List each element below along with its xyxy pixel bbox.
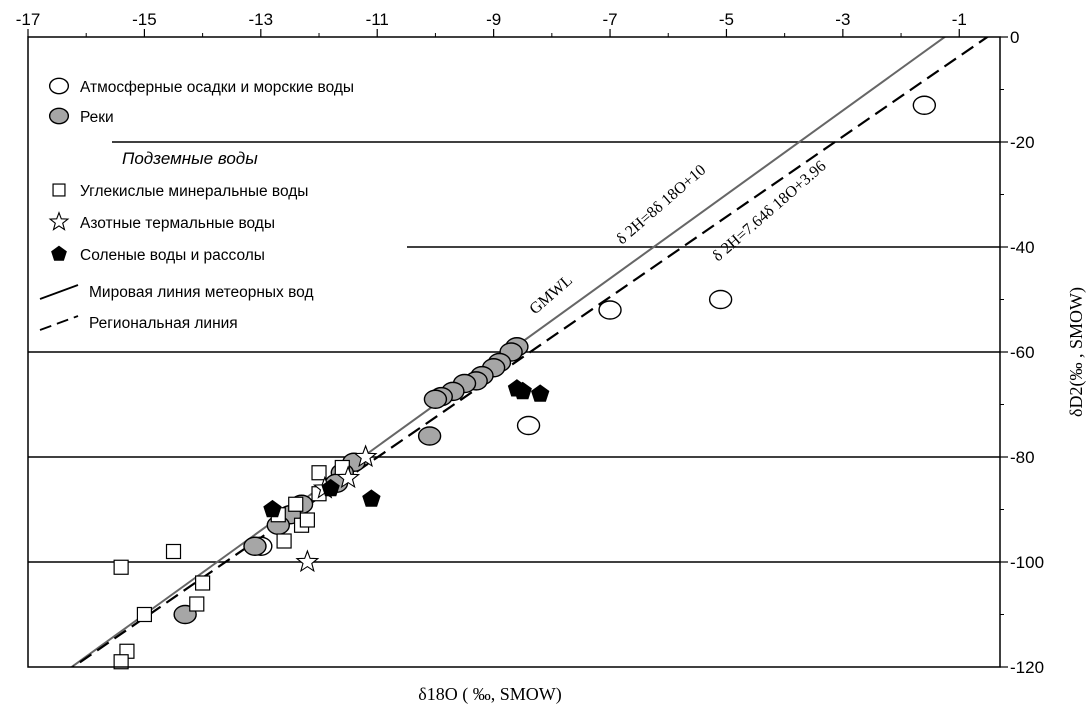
legend-label: Азотные термальные воды (80, 215, 275, 232)
x-tick-label: -17 (16, 10, 41, 29)
point-square (276, 533, 292, 549)
point-star (336, 465, 361, 489)
x-axis-title: δ18O ( ‰, SMOW) (418, 684, 561, 705)
legend-label: Мировая линия метеорных вод (89, 284, 314, 301)
x-tick-label: -7 (602, 10, 617, 29)
point-pentagon (321, 478, 340, 497)
point-square (113, 654, 129, 670)
x-tick-label: -15 (132, 10, 157, 29)
point-circle (516, 415, 541, 436)
point-circle (708, 289, 733, 310)
legend-label: Атмосферные осадки и морские воды (80, 79, 354, 96)
legend-label: Соленые воды и рассолы (80, 247, 265, 264)
x-tick-label: -3 (835, 10, 850, 29)
y-tick-label: -120 (1010, 658, 1044, 677)
point-square (165, 543, 182, 560)
line-annotations: GMWL δ 2H=8δ 18O+10 δ 2H=7.64δ 18O+3.96 (526, 158, 829, 318)
axes-layer: -17 -15 -13 -11 -9 -7 -5 -3 -1 0 -20 -40 -60 -80 -100 -… (16, 10, 1087, 705)
point-square (136, 606, 153, 623)
point-pentagon (263, 499, 282, 518)
x-tick-label: -11 (366, 10, 389, 29)
legend-line-swatch (39, 315, 79, 331)
legend-marker-circle (48, 107, 70, 125)
legend-line-swatch (39, 284, 79, 300)
point-star (295, 549, 320, 573)
point-circle (912, 95, 937, 115)
x-tick-label: -1 (952, 10, 967, 29)
legend-label: Реки (80, 109, 114, 126)
point-circle (598, 300, 622, 320)
point-pentagon (513, 381, 532, 400)
y-tick-label: -60 (1010, 343, 1035, 362)
point-square (195, 575, 211, 591)
x-tick-label: -9 (486, 10, 501, 29)
legend-label: Углекислые минеральные воды (80, 183, 308, 200)
point-square (311, 465, 327, 481)
legend-label: Региональная линия (89, 315, 238, 332)
x-tick-label: -5 (719, 10, 734, 29)
point-circle (417, 426, 442, 446)
point-square (299, 512, 315, 528)
legend-marker-star (48, 211, 70, 231)
point-pentagon (531, 384, 550, 402)
y-tick-label: -20 (1010, 133, 1035, 152)
legend-marker-square (52, 183, 66, 197)
regional-line (71, 37, 990, 667)
data-points (113, 95, 937, 670)
legend-marker-pentagon (51, 245, 67, 261)
y-tick-label: 0 (1010, 28, 1019, 47)
gmwl-label: GMWL (526, 272, 575, 318)
y-axis-title: δD2(‰ , SMOW) (1066, 287, 1087, 417)
point-pentagon (362, 489, 381, 507)
point-square (189, 596, 205, 612)
y-tick-label: -40 (1010, 238, 1035, 257)
point-circle (423, 389, 448, 409)
y-tick-label: -80 (1010, 448, 1035, 467)
point-star (353, 444, 378, 468)
legend-marker-circle (48, 77, 70, 95)
x-tick-label: -13 (249, 10, 274, 29)
gmwl-equation: δ 2H=8δ 18O+10 (613, 162, 709, 248)
regional-equation: δ 2H=7.64δ 18O+3.96 (709, 158, 829, 265)
legend-heading: Подземные воды (122, 149, 258, 168)
point-circle (243, 536, 267, 556)
point-square (288, 496, 304, 512)
legend: Подземные воды Атмосферные осадки и морск… (39, 77, 354, 332)
point-square (113, 559, 129, 575)
y-tick-label: -100 (1010, 553, 1044, 572)
